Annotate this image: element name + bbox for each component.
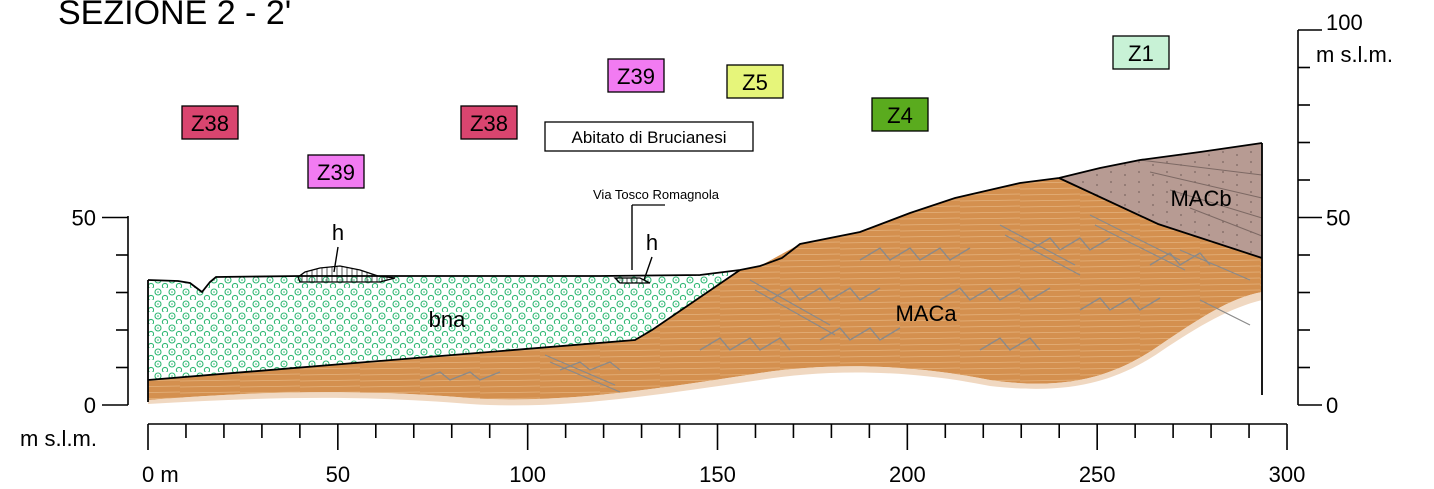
lower-pale-band	[148, 292, 1262, 406]
left-elevation-axis: 50 0 m s.l.m.	[20, 206, 129, 451]
svg-text:Z1: Z1	[1128, 41, 1154, 66]
unit-label-macb: MACb	[1170, 186, 1231, 211]
zone-label: Z4	[871, 97, 929, 132]
road-label: Via Tosco Romagnola	[593, 187, 720, 202]
unit-macb-texture	[1059, 143, 1262, 258]
unit-label-maca: MACa	[895, 301, 957, 326]
zone-label: Z38	[181, 105, 239, 140]
svg-text:Z5: Z5	[742, 70, 768, 95]
right-axis-tick-label: 100	[1326, 10, 1363, 35]
zone-label: Z39	[307, 154, 365, 189]
unit-label-h-left: h	[332, 220, 344, 245]
maca-bedding-lines	[544, 214, 1251, 393]
unit-label-h-right: h	[646, 230, 658, 255]
macb-bedding	[1139, 159, 1263, 237]
right-axis-unit: m s.l.m.	[1316, 42, 1393, 67]
right-axis-tick-label: 0	[1326, 393, 1338, 418]
right-axis-tick-label: 50	[1326, 206, 1350, 231]
distance-axis-tick-label: 250	[1079, 462, 1116, 487]
section-title: SEZIONE 2 - 2'	[58, 0, 291, 32]
town-label-box: Abitato di Brucianesi	[544, 121, 754, 152]
distance-axis-tick-label: 50	[326, 462, 350, 487]
distance-axis-tick-label: 0 m	[142, 462, 179, 487]
left-axis-unit: m s.l.m.	[20, 426, 97, 451]
distance-axis-tick-label: 150	[699, 462, 736, 487]
zone-label: Z38	[460, 105, 518, 140]
contact-lines	[147, 177, 1263, 381]
svg-text:Z4: Z4	[887, 103, 913, 128]
unit-h-fill-right	[613, 277, 651, 284]
svg-text:Z38: Z38	[191, 111, 229, 136]
right-elevation-axis: 100 50 0 m s.l.m.	[1297, 10, 1393, 418]
distance-axis-tick-label: 200	[889, 462, 926, 487]
h-leader-right: h	[643, 230, 658, 281]
zone-labels: Z38 Z38 Z39 Z39 Z5 Z4 Z1	[181, 35, 1170, 189]
distance-axis-tick-label: 300	[1269, 462, 1306, 487]
zone-label: Z39	[607, 58, 665, 93]
left-axis-tick-label: 50	[72, 206, 96, 231]
distance-axis: 0 m 50 100 150 200 250 300	[142, 423, 1306, 487]
geology-body	[147, 142, 1263, 406]
unit-bna-texture	[148, 270, 740, 380]
left-axis-tick-label: 0	[84, 393, 96, 418]
contact-bna-maca	[147, 269, 741, 381]
h-leader-left: h	[332, 220, 344, 273]
svg-text:Z39: Z39	[317, 160, 355, 185]
svg-text:Z39: Z39	[617, 64, 655, 89]
zone-label: Z5	[726, 64, 784, 99]
unit-h-fill-left	[297, 265, 396, 283]
distance-axis-tick-label: 100	[509, 462, 546, 487]
unit-label-bna: bna	[429, 307, 466, 332]
unit-maca-texture	[148, 178, 1262, 400]
town-label: Abitato di Brucianesi	[572, 128, 727, 147]
topographic-profile	[147, 142, 1263, 294]
maca-zigzag-symbols	[419, 237, 1211, 381]
contact-maca-macb	[1058, 177, 1263, 259]
road-marker: Via Tosco Romagnola	[593, 187, 720, 270]
zone-label: Z1	[1112, 35, 1170, 70]
svg-text:Z38: Z38	[470, 111, 508, 136]
